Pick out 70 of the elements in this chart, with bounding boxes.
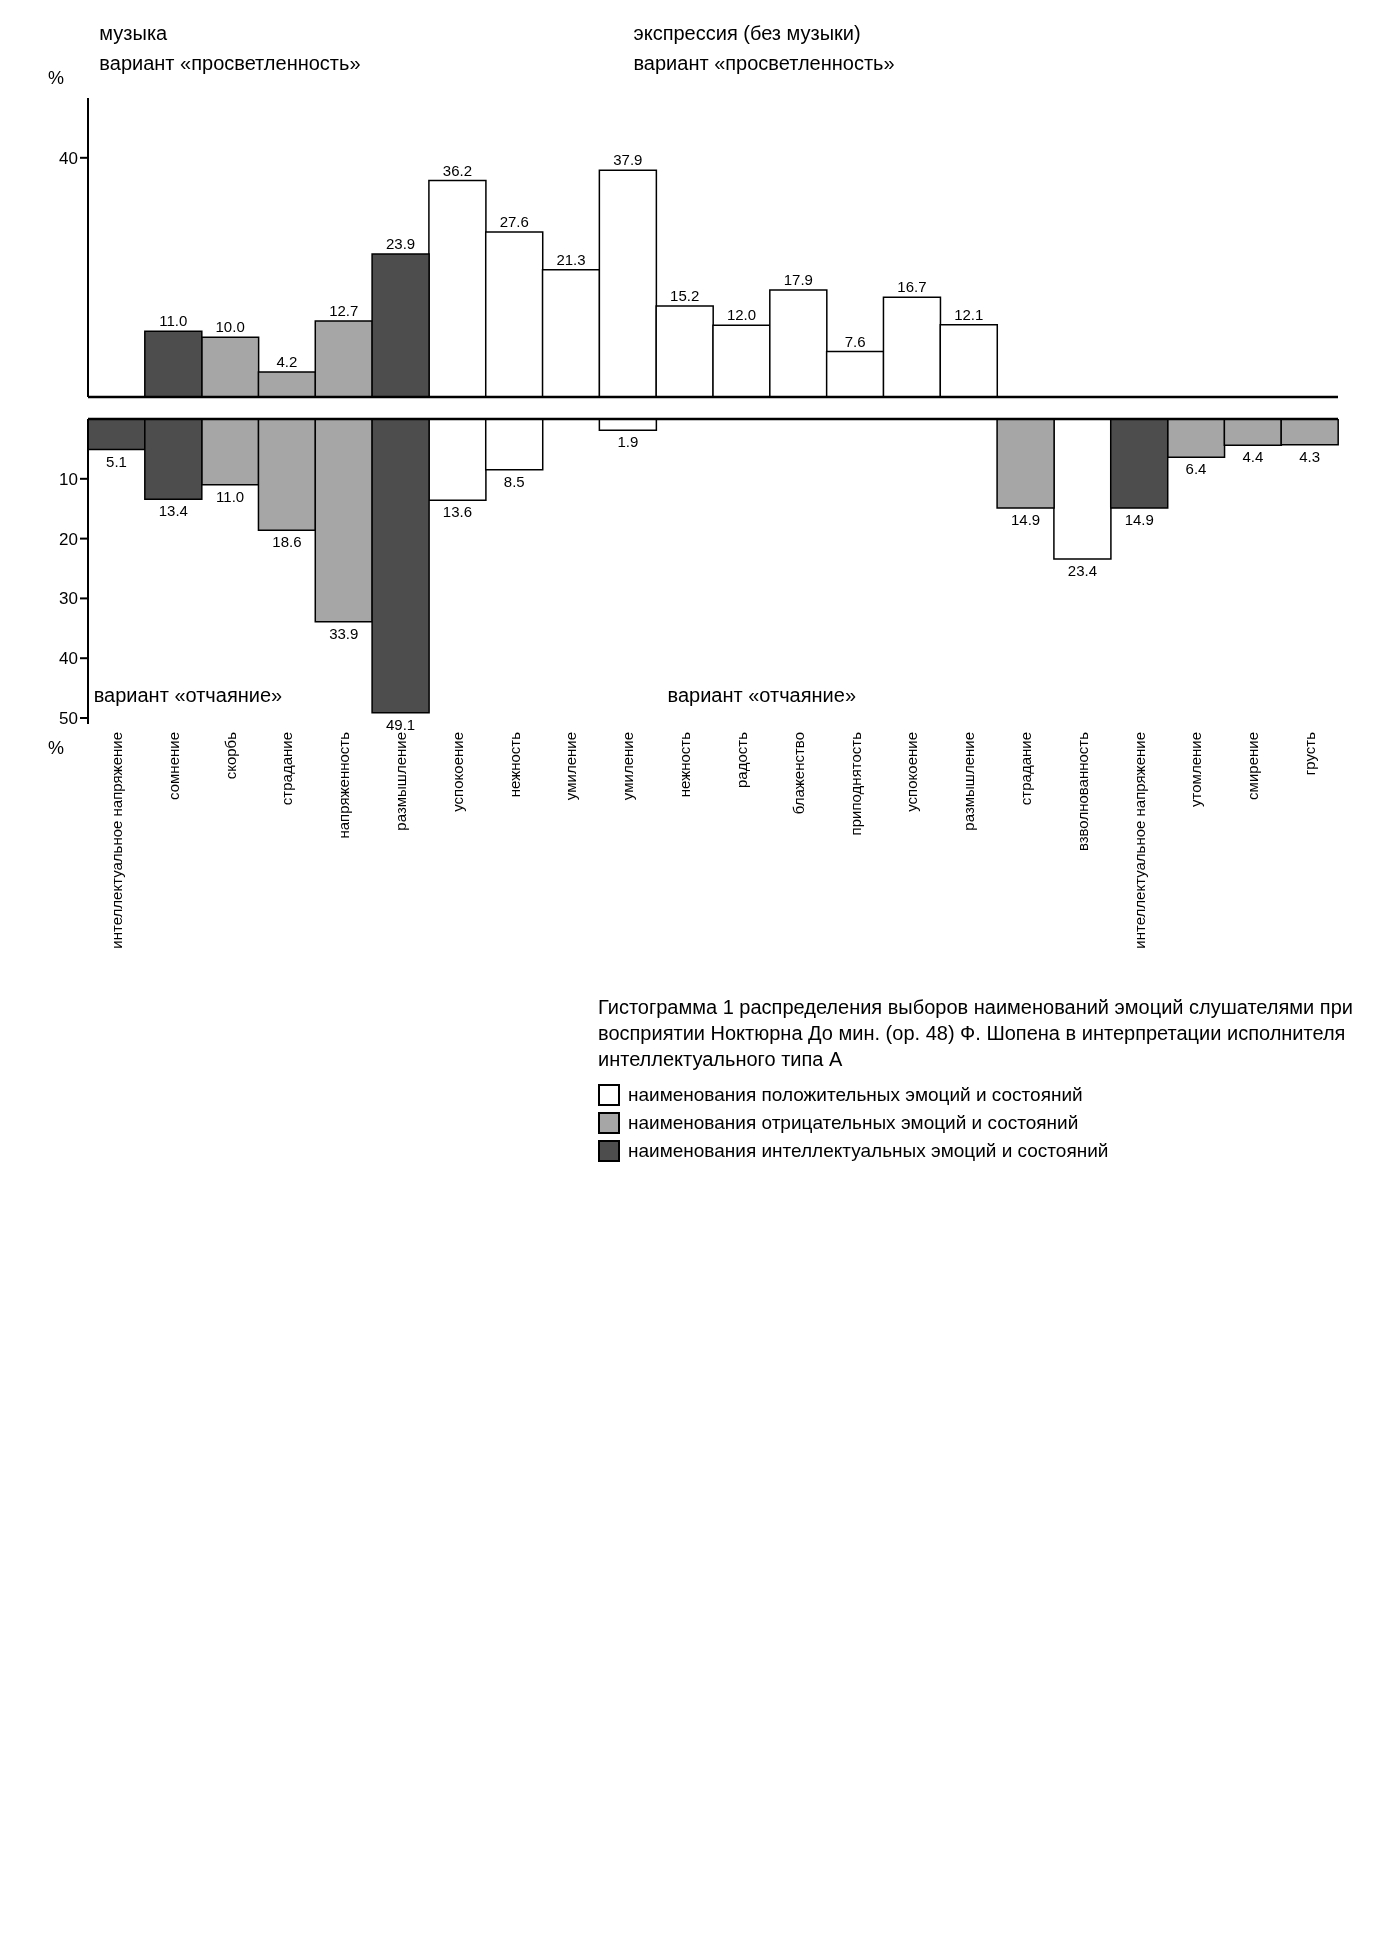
text: Гистограмма 1 распределения выборов наименований эмоций слушателями при восприятии Ноктюрна До мин. (ор. 48) Ф. Шопена в интерпретации исполнителя интеллектуального типа А <box>598 995 1354 1072</box>
data-label: 14.9 <box>1010 511 1041 529</box>
x-tick-label: страдание <box>1017 732 1034 806</box>
data-label: 27.6 <box>499 212 529 230</box>
data-label: 13.4 <box>158 502 188 520</box>
x-tick-label: страдание <box>278 732 296 806</box>
text: музыка <box>99 22 168 45</box>
text: экспрессия (без музыки) <box>633 22 861 45</box>
x-tick-label: интеллектуальное напряжение <box>107 732 125 949</box>
x-tick-label: взволнованность <box>1073 731 1091 852</box>
legend-label: наименования интеллектуальных эмоций и состояний <box>628 1140 1109 1162</box>
data-label: 8.5 <box>503 472 525 490</box>
data-label: 7.6 <box>844 332 866 350</box>
data-label: 11.0 <box>159 312 188 330</box>
data-label: 1.9 <box>617 433 639 451</box>
data-label: 13.6 <box>442 503 473 521</box>
annotation: вариант «отчаяние» <box>93 684 283 707</box>
x-tick-label: успокоение <box>903 732 921 812</box>
x-tick-label: смирение <box>1244 732 1262 800</box>
x-tick-label: размышление <box>960 732 978 831</box>
y-axis-title: % <box>48 68 65 89</box>
x-tick-label: напряженность <box>335 731 353 839</box>
y-tick-label: 30 <box>59 589 78 609</box>
legend-label: наименования отрицательных эмоций и состояний <box>628 1112 1079 1134</box>
x-tick-label: утомление <box>1187 732 1205 807</box>
data-label: 37.9 <box>613 151 643 169</box>
data-label: 18.6 <box>272 533 302 551</box>
text: вариант «просветленность» <box>99 52 361 75</box>
x-tick-label: грусть <box>1301 731 1319 776</box>
data-label: 10.0 <box>215 318 245 336</box>
data-label: 36.2 <box>442 161 473 179</box>
data-label: 33.9 <box>329 624 359 642</box>
x-tick-label: умиление <box>562 732 580 801</box>
data-label: 5.1 <box>106 452 127 470</box>
data-label: 12.1 <box>954 305 984 323</box>
x-tick-label: успокоение <box>448 732 466 812</box>
data-label: 21.3 <box>556 250 586 268</box>
y-tick-label: 50 <box>59 709 78 729</box>
x-tick-label: сомнение <box>164 732 182 800</box>
data-label: 15.2 <box>670 287 700 305</box>
x-tick-label: интеллектуальное напряжение <box>1130 732 1148 949</box>
data-label: 12.0 <box>726 306 757 324</box>
y-axis-title: % <box>48 738 65 759</box>
data-label: 23.4 <box>1067 561 1098 579</box>
x-tick-label: умиление <box>619 732 637 801</box>
data-label: 6.4 <box>1185 460 1207 478</box>
data-label: 17.9 <box>783 270 813 288</box>
x-tick-label: размышление <box>392 732 409 831</box>
x-tick-label: радость <box>732 731 750 788</box>
x-tick-label: приподнятость <box>846 731 864 836</box>
x-tick-label: блаженство <box>789 732 807 815</box>
y-tick-label: 10 <box>59 469 78 489</box>
y-tick-label: 40 <box>59 148 78 168</box>
data-label: 4.3 <box>1299 447 1321 465</box>
x-tick-label: нежность <box>676 731 694 798</box>
data-label: 16.7 <box>897 278 927 296</box>
y-tick-label: 40 <box>59 649 78 669</box>
data-label: 23.9 <box>385 235 416 253</box>
annotation: вариант «отчаяние» <box>667 684 857 707</box>
legend-label: наименования положительных эмоций и состояний <box>628 1084 1083 1106</box>
x-tick-label: нежность <box>505 731 523 798</box>
data-label: 11.0 <box>216 487 245 505</box>
data-label: 4.4 <box>1242 448 1264 466</box>
data-label: 14.9 <box>1124 511 1154 529</box>
text: вариант «просветленность» <box>633 52 895 75</box>
data-label: 12.7 <box>329 302 359 320</box>
y-tick-label: 20 <box>59 529 78 549</box>
data-label: 49.1 <box>385 715 416 733</box>
data-label: 4.2 <box>276 352 298 370</box>
x-tick-label: скорбь <box>221 731 239 780</box>
